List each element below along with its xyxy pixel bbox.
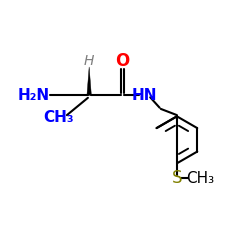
Text: O: O [116,52,130,70]
Text: S: S [172,169,182,187]
Polygon shape [87,67,92,95]
Text: CH₃: CH₃ [43,110,74,125]
Text: CH₃: CH₃ [186,171,214,186]
Text: HN: HN [132,88,158,103]
Text: H: H [84,54,94,68]
Text: H₂N: H₂N [18,88,50,103]
